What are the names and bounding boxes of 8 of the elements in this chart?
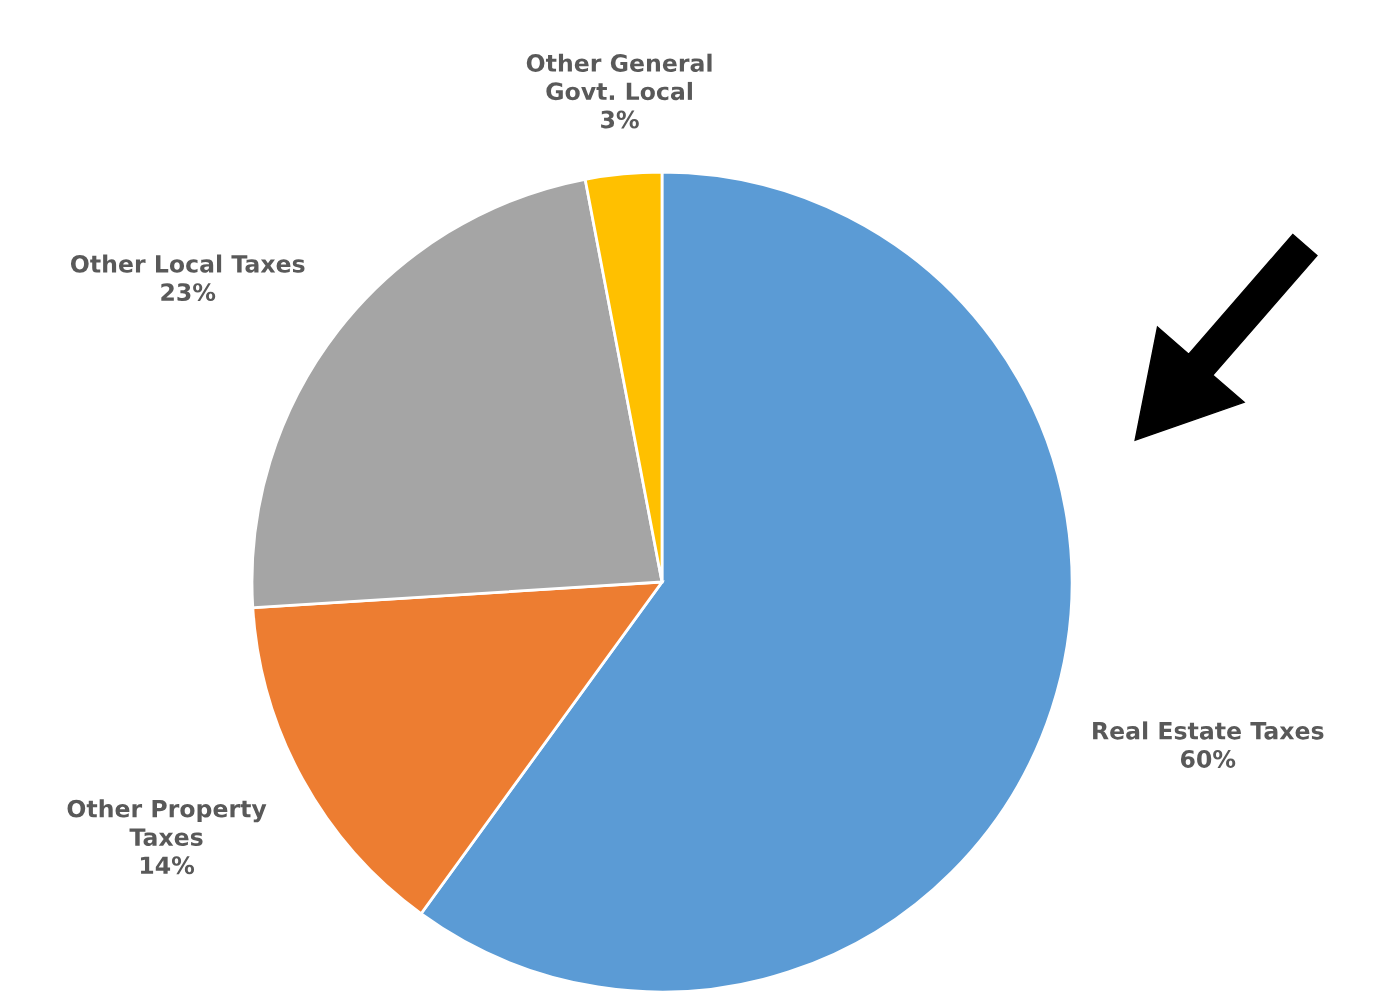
slice-label: Other Local Taxes	[70, 254, 305, 273]
data-label: 23%	[161, 283, 216, 301]
slice-label: Other General Govt. Local	[526, 53, 712, 101]
data-label: 14%	[140, 856, 195, 875]
data-label: 3%	[601, 110, 639, 129]
slice-label: Other Property Taxes	[67, 799, 267, 846]
slice-label: Real Estate Taxes	[1093, 721, 1324, 740]
data-label: 60%	[1180, 750, 1236, 768]
